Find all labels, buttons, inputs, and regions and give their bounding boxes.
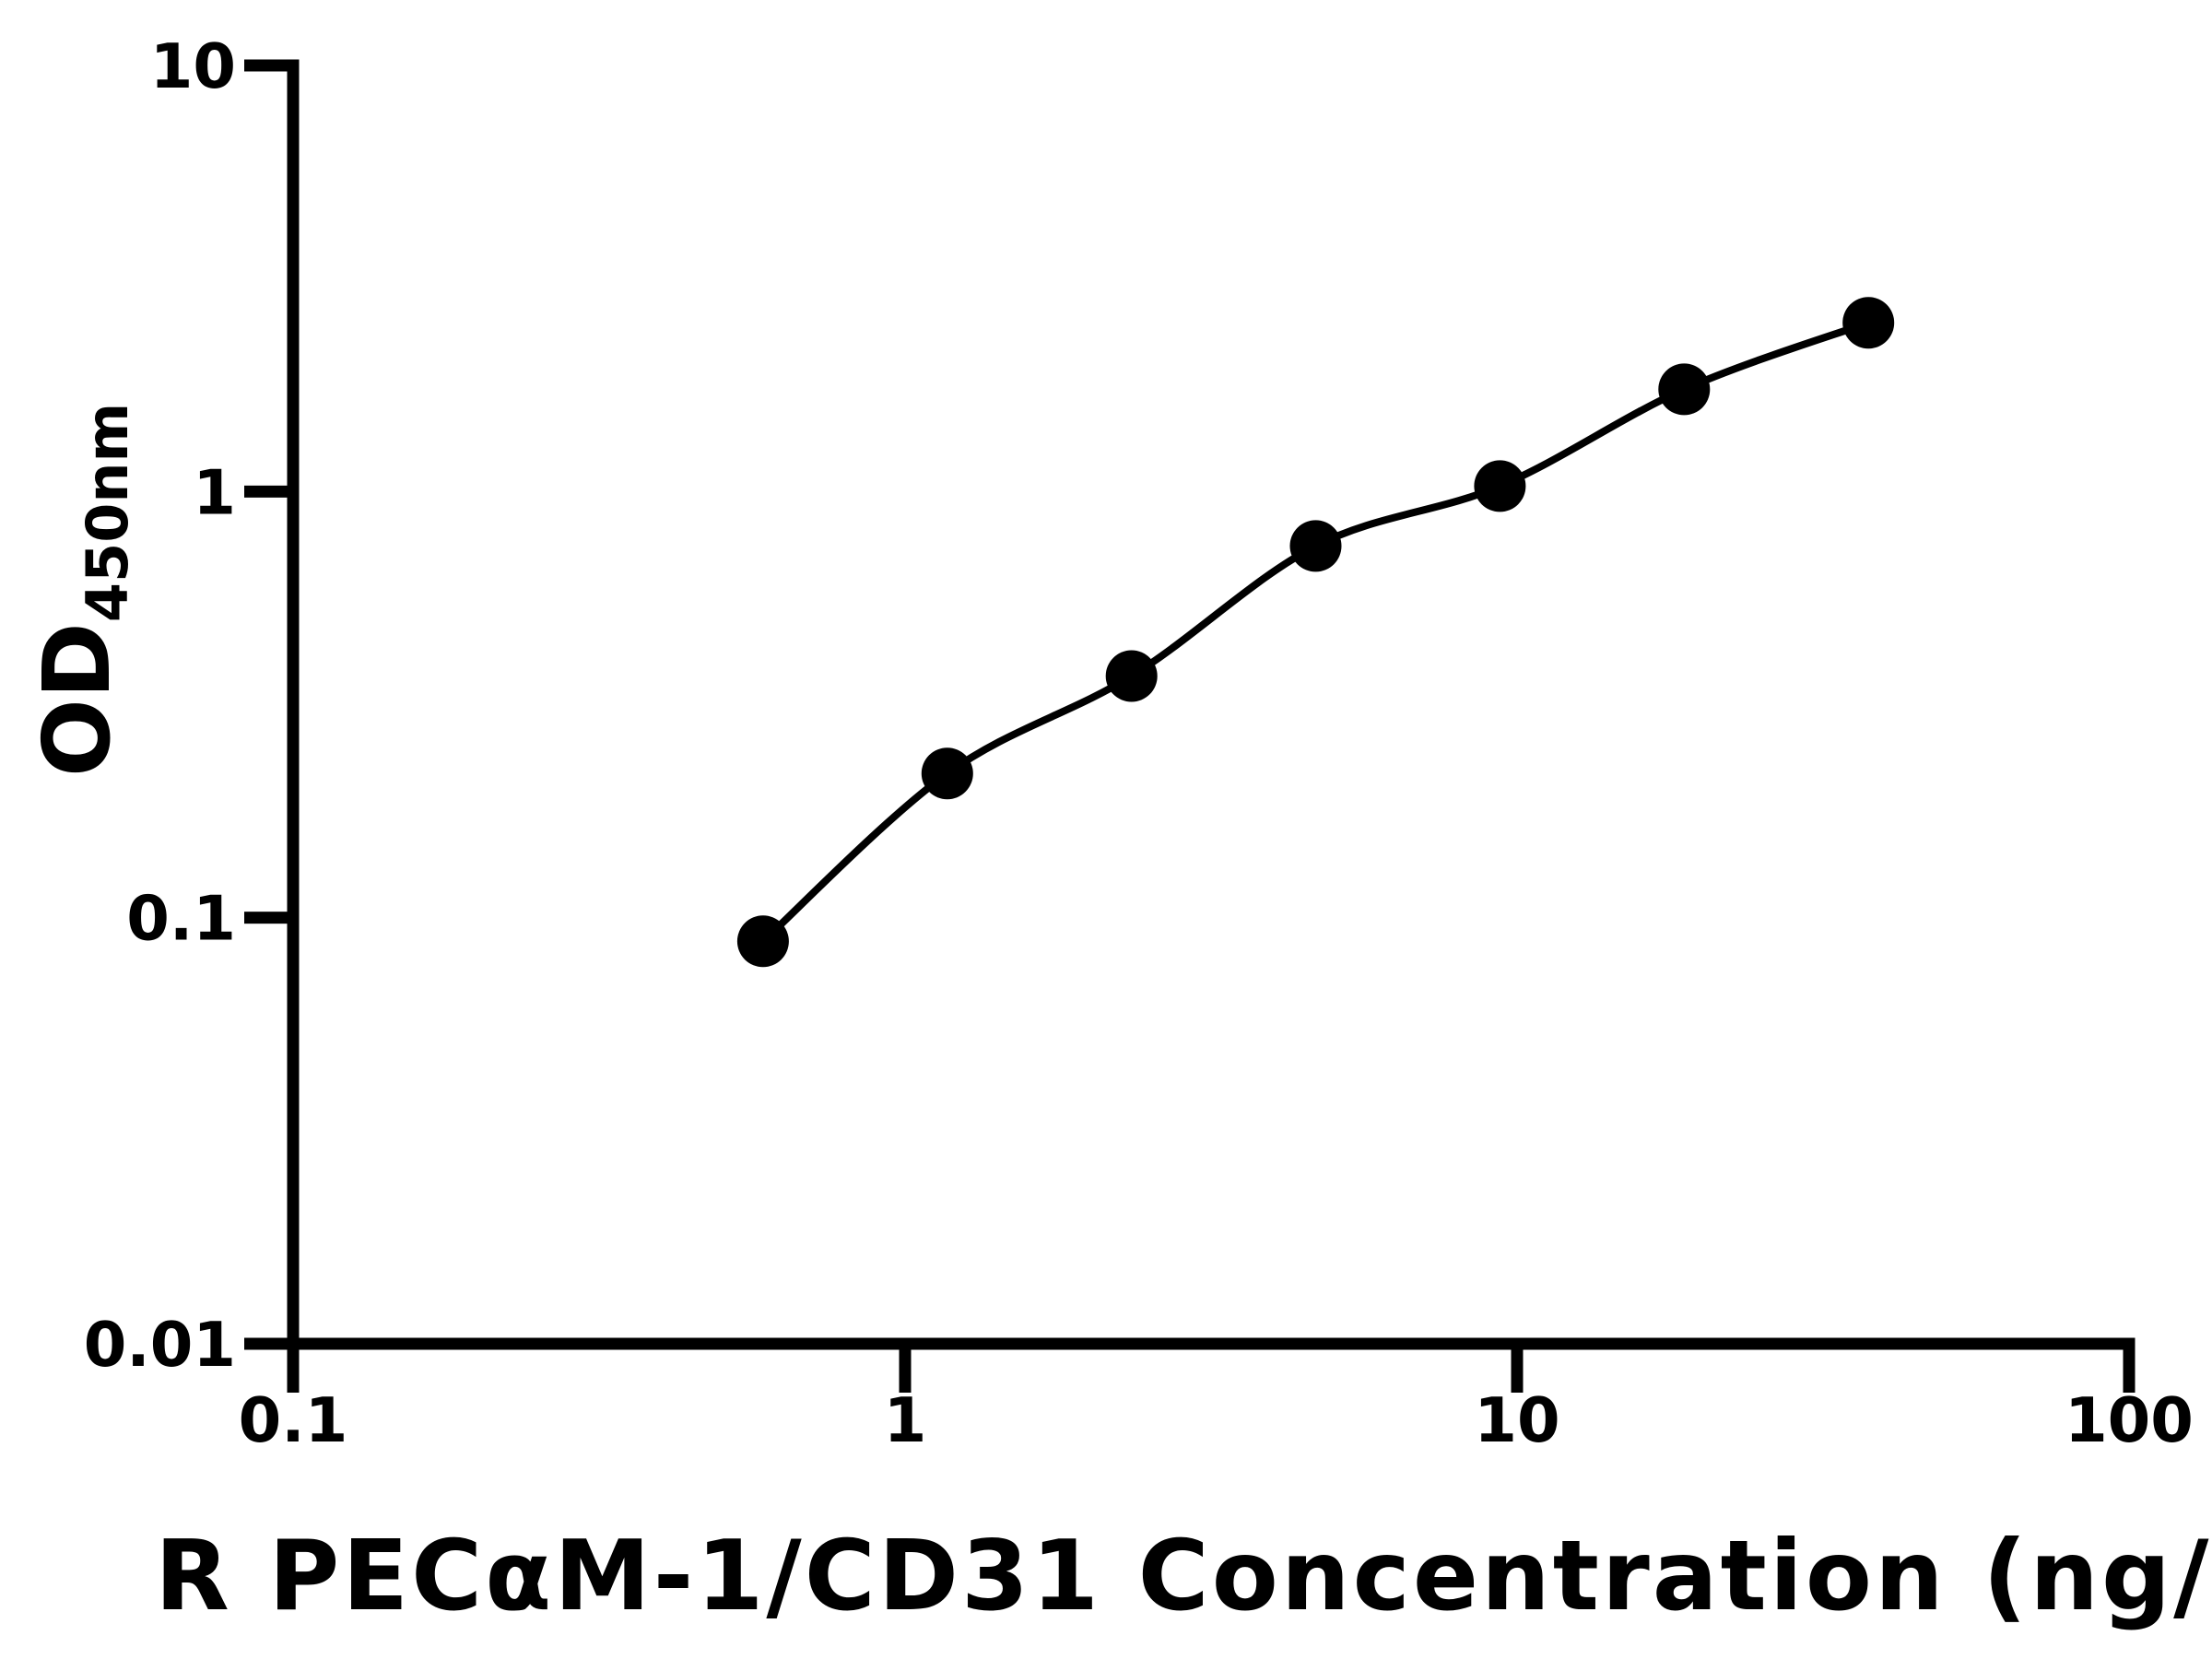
y-tick-label: 0.1 (126, 883, 236, 955)
data-point (1474, 460, 1526, 512)
y-axis-title: OD450nm (23, 403, 141, 777)
x-axis-spine (287, 1337, 2136, 1350)
x-axis-title: R PECαM-1/CD31 Concentration (ng/mL) (155, 1520, 2212, 1632)
y-axis-ticks: 0.01 0.1 1 10 (84, 30, 293, 1381)
y-tick (244, 912, 293, 924)
x-tick-label: 1 (884, 1384, 927, 1456)
y-tick-label: 0.01 (84, 1309, 236, 1381)
y-axis-spine (287, 59, 300, 1350)
x-tick-label: 0.1 (239, 1384, 348, 1456)
data-point (1105, 650, 1158, 702)
data-point (1842, 297, 1895, 349)
data-point (1658, 363, 1711, 416)
y-tick (244, 485, 293, 498)
data-point (1289, 520, 1342, 572)
x-tick (287, 1344, 300, 1393)
data-point (736, 915, 789, 968)
y-tick (244, 59, 293, 72)
y-axis-title-subscript: 450nm (74, 403, 141, 622)
y-tick-label: 1 (193, 456, 236, 528)
x-tick (2123, 1344, 2136, 1393)
x-tick-label: 10 (1474, 1384, 1559, 1456)
data-series (736, 297, 1895, 968)
y-axis-title-main: OD (23, 622, 131, 777)
standard-curve-line (759, 319, 1873, 946)
x-tick-label: 100 (2065, 1384, 2194, 1456)
y-tick-label: 10 (150, 30, 236, 102)
x-tick (899, 1344, 912, 1393)
y-tick (244, 1337, 293, 1350)
data-point (921, 747, 973, 800)
x-axis-ticks: 0.1 1 10 100 (239, 1344, 2194, 1456)
x-tick (1511, 1344, 1524, 1393)
